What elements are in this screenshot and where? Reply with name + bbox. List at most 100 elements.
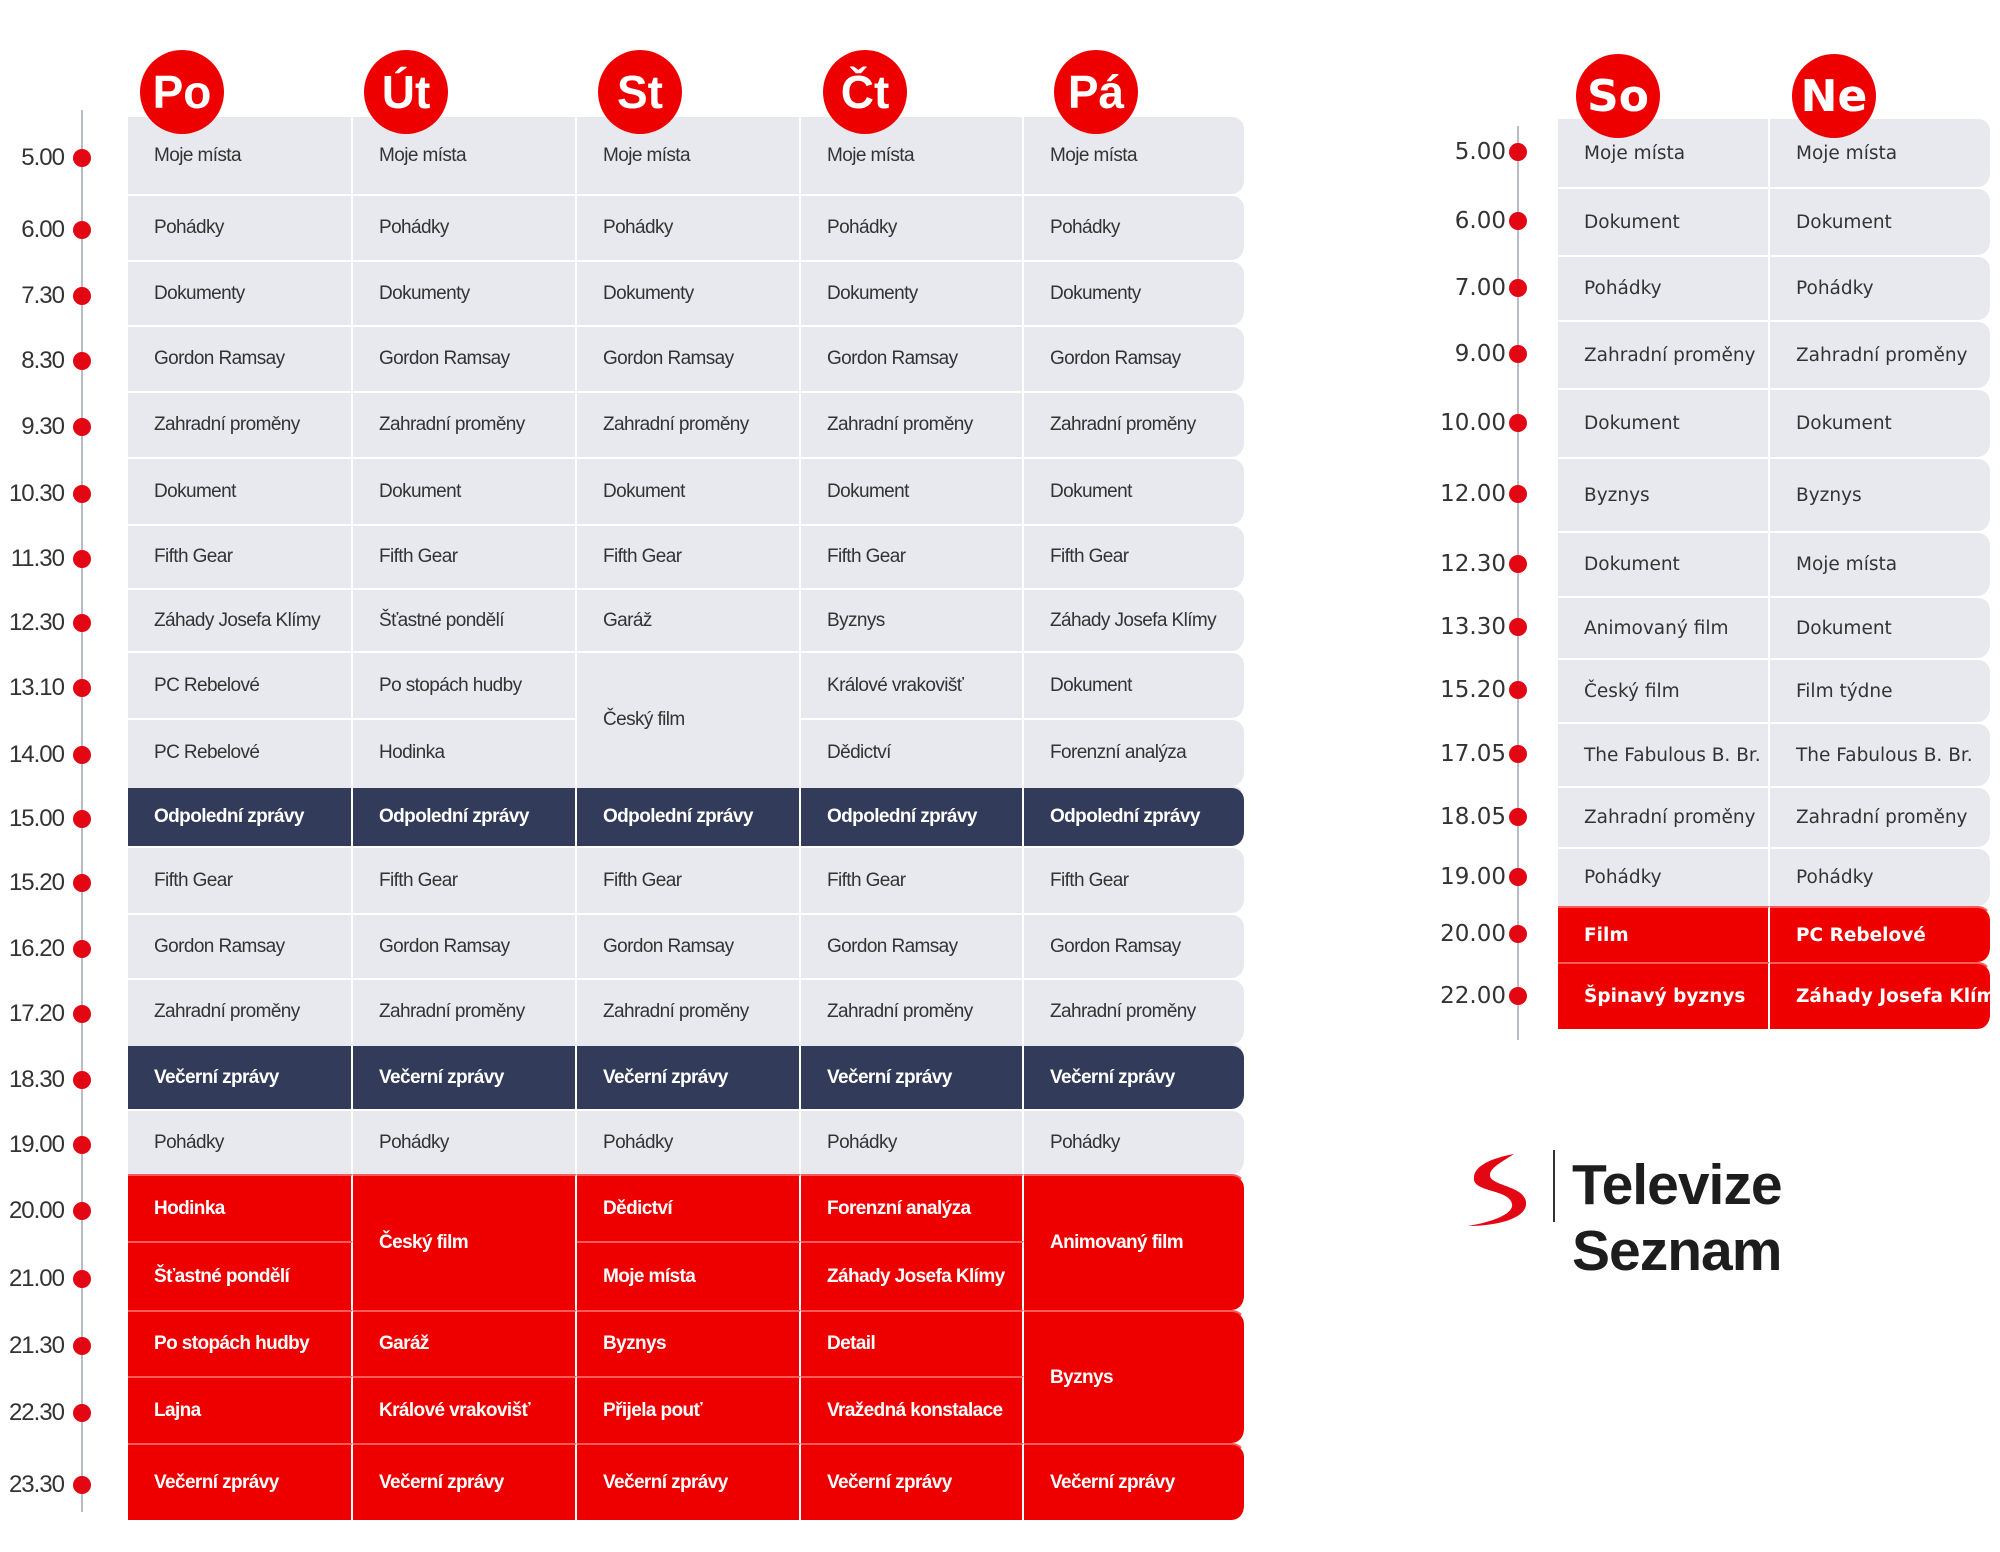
program-cell: Dědictví: [577, 1174, 801, 1241]
program-cell: Zahradní proměny: [577, 978, 801, 1044]
program-cell: Byznys: [1770, 457, 1992, 531]
time-marker-dot: [73, 148, 91, 167]
time-label: 7.30: [21, 281, 65, 309]
program-cell: Byznys: [801, 588, 1024, 651]
time-label: 19.00: [1440, 863, 1506, 890]
program-cell: Gordon Ramsay: [577, 913, 801, 978]
time-marker-dot: [73, 550, 91, 568]
time-label: 13.10: [8, 673, 65, 701]
time-label: 21.30: [8, 1332, 65, 1359]
program-cell: Český film: [1558, 658, 1770, 722]
program-cell: PC Rebelové: [1770, 906, 1992, 962]
program-cell: Garáž: [353, 1310, 577, 1376]
program-cell: Pohádky: [128, 194, 353, 260]
program-cell: Zahradní proměny: [801, 391, 1024, 457]
program-cell: Odpolední zprávy: [577, 786, 801, 846]
program-cell: Šťastné pondělí: [128, 1241, 353, 1310]
time-label: 18.05: [1440, 803, 1506, 830]
program-cell: Zahradní proměny: [1024, 978, 1246, 1044]
program-cell: Šťastné pondělí: [353, 588, 577, 651]
program-cell: Večerní zprávy: [128, 1443, 353, 1520]
program-cell: Gordon Ramsay: [128, 913, 353, 978]
time-label: 17.20: [8, 1000, 65, 1027]
time-label: 12.00: [1440, 481, 1506, 507]
time-label: 8.30: [21, 347, 65, 374]
time-marker-dot: [1509, 867, 1527, 886]
time-marker-dot: [73, 873, 91, 892]
program-cell: The Fabulous B. Br.: [1558, 722, 1770, 786]
program-cell: Večerní zprávy: [577, 1443, 801, 1520]
program-cell: Dokument: [1558, 388, 1770, 457]
program-cell: Špinavý byznys: [1558, 962, 1770, 1029]
seznam-s-logo-icon: [1468, 1154, 1527, 1226]
time-marker-dot: [73, 810, 91, 828]
time-label: 15.00: [8, 805, 65, 832]
day-badge-pá: Pá: [1054, 50, 1138, 134]
time-marker-dot: [1509, 278, 1527, 297]
program-cell: Animovaný film: [1558, 596, 1770, 658]
program-cell: Dokument: [1024, 457, 1246, 524]
program-cell: Dokumenty: [801, 260, 1024, 325]
program-cell: The Fabulous B. Br.: [1770, 722, 1992, 786]
program-cell: Detail: [801, 1310, 1024, 1376]
time-marker-dot: [73, 484, 91, 503]
time-marker-dot: [1509, 681, 1527, 699]
program-cell: Odpolední zprávy: [353, 786, 577, 846]
program-cell: Zahradní proměny: [1770, 786, 1992, 847]
time-label: 11.30: [10, 545, 65, 572]
program-cell: Pohádky: [801, 1109, 1024, 1174]
time-marker-dot: [73, 1403, 91, 1422]
program-cell: Dokument: [577, 457, 801, 524]
program-cell: Dokument: [1770, 596, 1992, 658]
time-marker-dot: [1509, 745, 1527, 763]
time-label: 18.30: [8, 1065, 65, 1093]
program-cell: Byznys: [1558, 457, 1770, 531]
program-cell: Dokument: [1558, 187, 1770, 255]
time-label: 14.00: [8, 741, 65, 768]
program-cell: Fifth Gear: [801, 524, 1024, 588]
program-cell: Gordon Ramsay: [353, 325, 577, 391]
time-label: 5.00: [21, 143, 65, 171]
time-label: 16.20: [8, 934, 65, 962]
program-cell: Záhady Josefa Klímy: [801, 1241, 1024, 1310]
time-label: 17.05: [1440, 741, 1506, 767]
time-label: 5.00: [1454, 139, 1506, 165]
time-label: 22.30: [8, 1398, 65, 1426]
logo-text: Televize Seznam: [1572, 1153, 1783, 1283]
program-cell: Zahradní proměny: [353, 391, 577, 457]
program-cell: Fifth Gear: [1024, 846, 1246, 913]
day-badge-st: St: [598, 50, 682, 134]
program-cell: Pohádky: [128, 1109, 353, 1174]
program-cell: Film: [1558, 906, 1770, 962]
program-cell: Pohádky: [577, 194, 801, 260]
time-label: 20.00: [1440, 921, 1506, 947]
program-cell: PC Rebelové: [128, 718, 353, 786]
time-label: 20.00: [8, 1196, 65, 1224]
time-label: 21.00: [8, 1264, 65, 1292]
program-cell: Odpolední zprávy: [1024, 786, 1246, 846]
program-cell: Zahradní proměny: [128, 978, 353, 1044]
time-label: 12.30: [1440, 550, 1506, 577]
program-cell: Pohádky: [1770, 255, 1992, 320]
program-cell: Záhady Josefa Klímy: [1024, 588, 1246, 651]
program-cell: Po stopách hudby: [353, 651, 577, 718]
time-label: 10.00: [1440, 409, 1506, 436]
program-cell: Fifth Gear: [577, 846, 801, 913]
program-cell: Králové vrakovišť: [353, 1376, 577, 1443]
program-cell: Večerní zprávy: [801, 1044, 1024, 1109]
time-marker-dot: [73, 613, 91, 632]
time-marker-dot: [73, 1337, 91, 1355]
program-cell: Dokumenty: [1024, 260, 1246, 325]
program-cell: Fifth Gear: [577, 524, 801, 588]
program-cell: Moje místa: [1024, 115, 1246, 194]
program-cell: Fifth Gear: [353, 846, 577, 913]
program-cell: Zahradní proměny: [801, 978, 1024, 1044]
program-cell: Moje místa: [1770, 531, 1992, 596]
time-marker-dot: [73, 1475, 91, 1494]
time-marker-dot: [73, 352, 91, 370]
program-cell: Přijela pouť: [577, 1376, 801, 1443]
time-marker-dot: [73, 1135, 91, 1154]
program-cell: Český film: [577, 651, 801, 786]
time-marker-dot: [1509, 345, 1527, 363]
program-cell: Večerní zprávy: [801, 1443, 1024, 1520]
